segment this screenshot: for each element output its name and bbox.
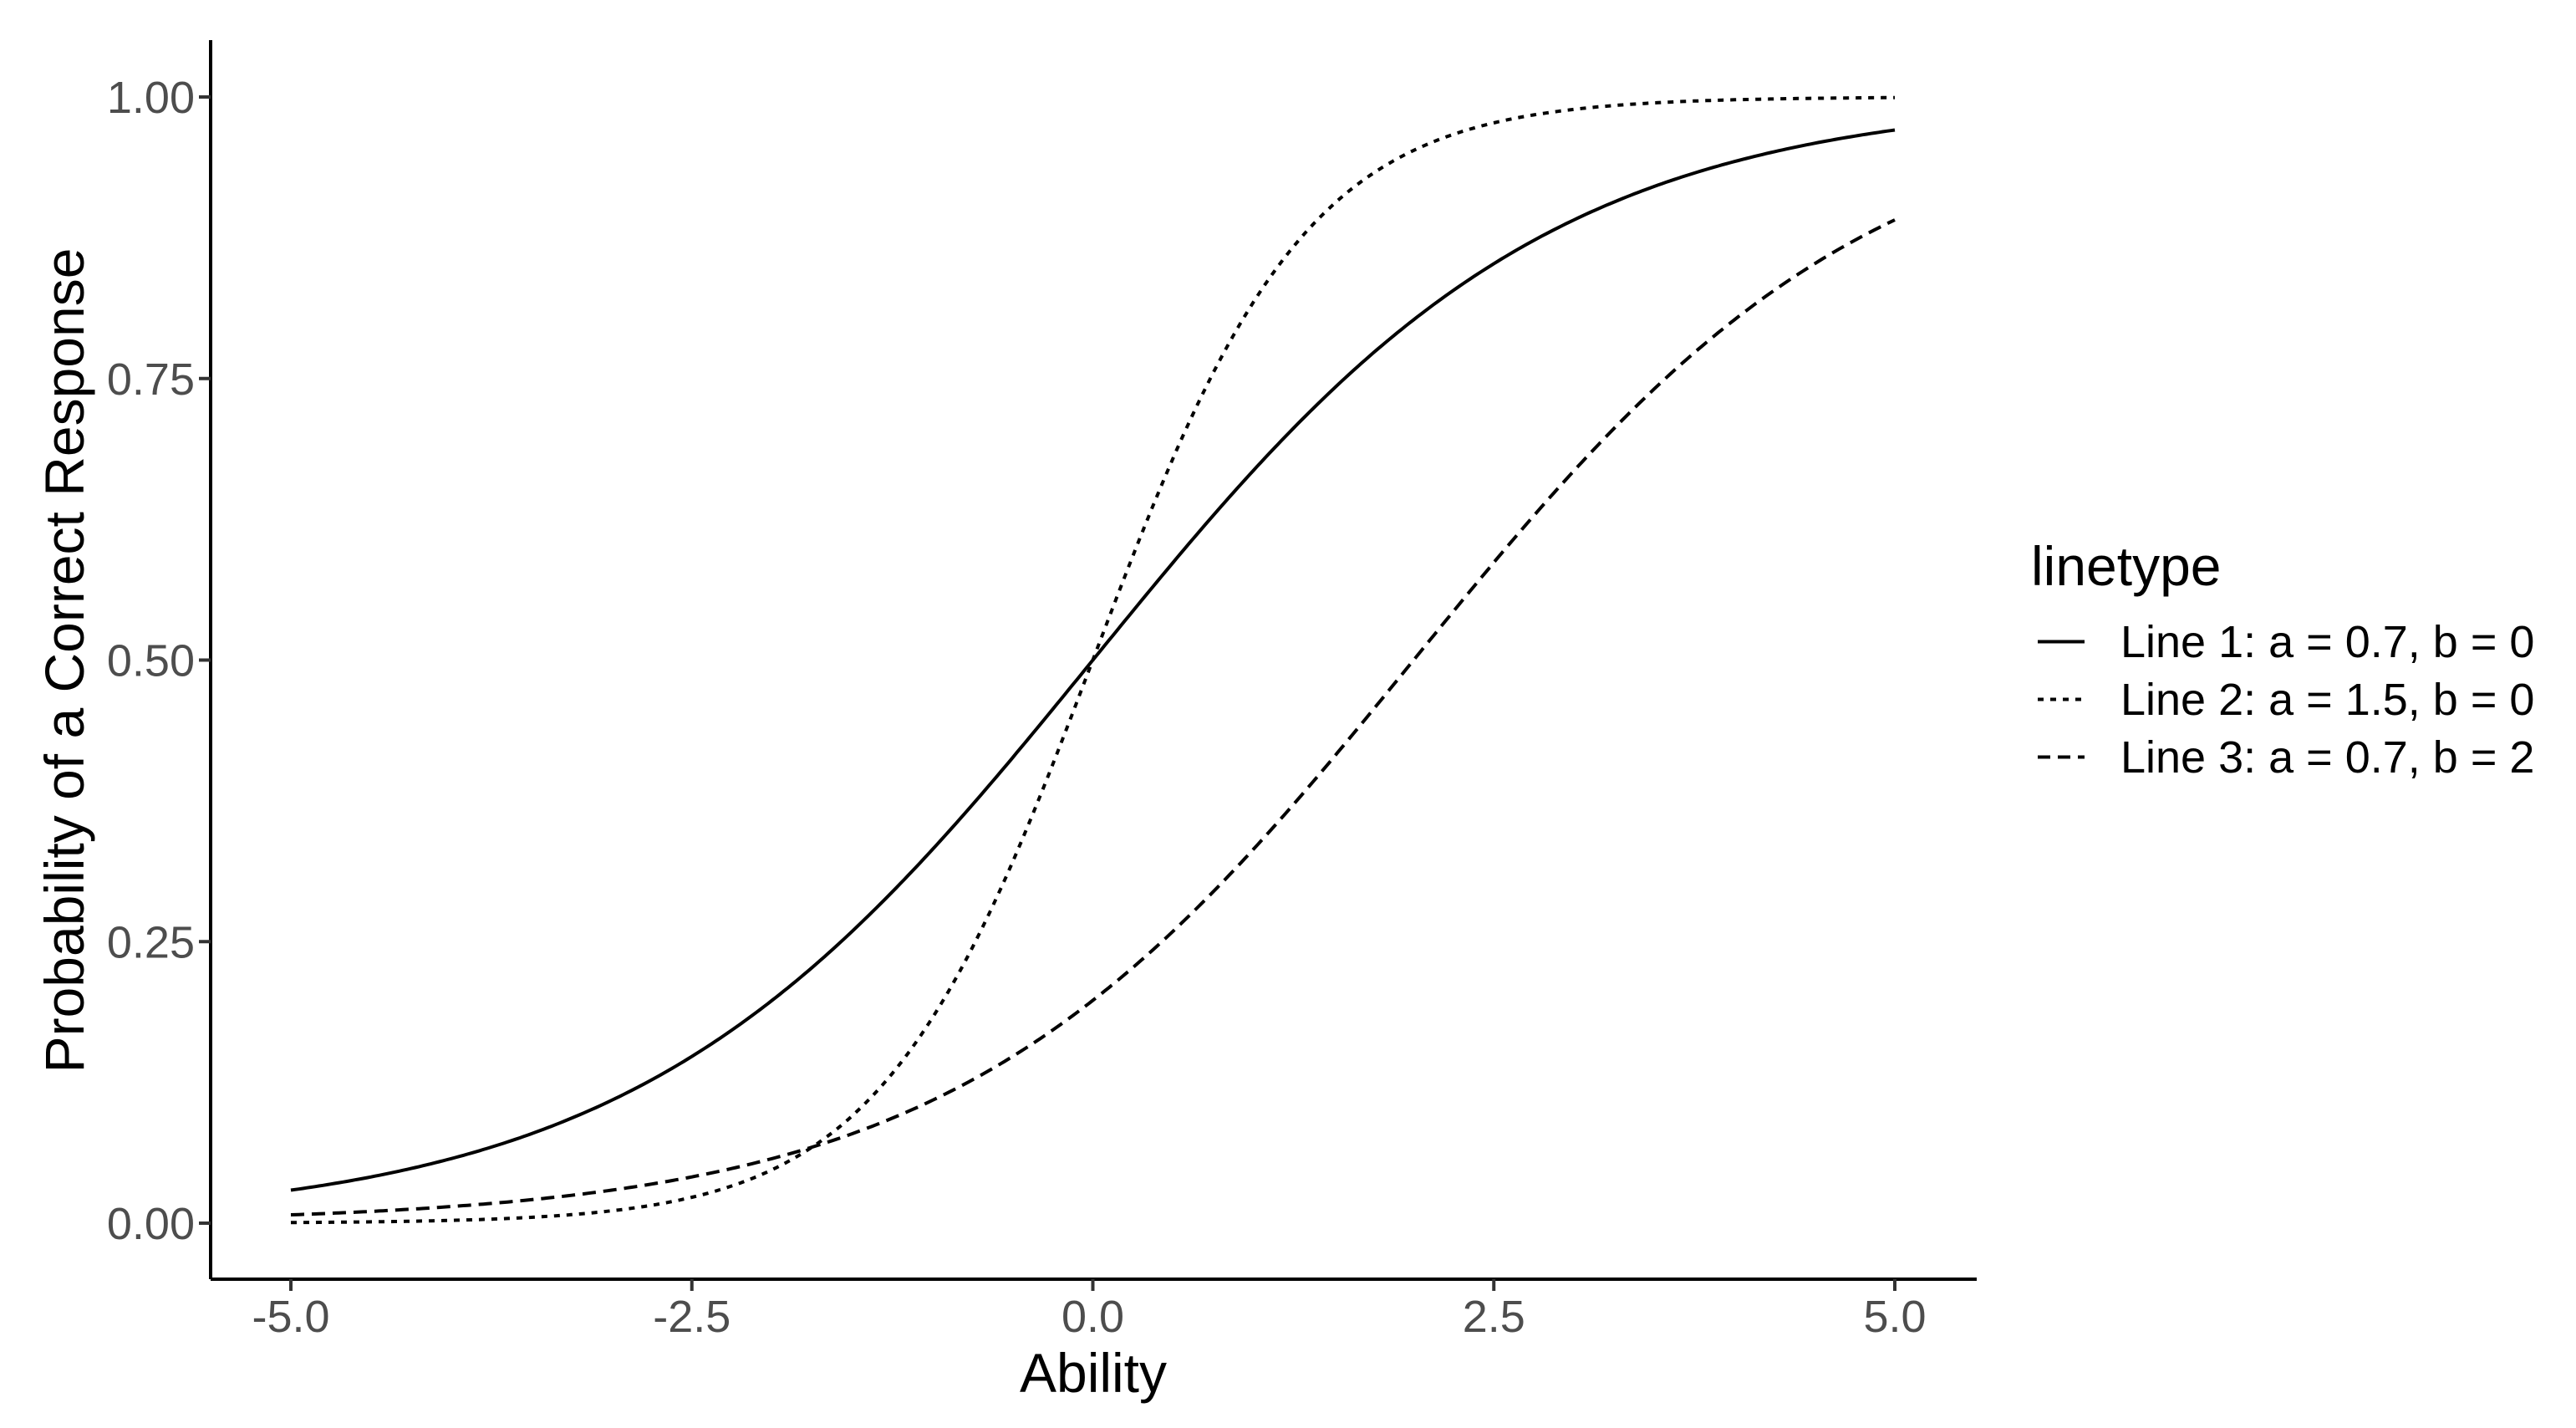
- x-tick-label: 2.5: [1463, 1292, 1525, 1342]
- curve-line-3-dashed: [290, 218, 1896, 1216]
- legend-item-line-1: Line 1: a = 0.7, b = 0: [2031, 613, 2534, 671]
- legend-label-line-2: Line 2: a = 1.5, b = 0: [2120, 674, 2535, 725]
- y-tick-label: 0.50: [107, 636, 195, 686]
- dashed-line-key-icon: [2038, 755, 2085, 759]
- curve-line-2-dotted: [290, 95, 1896, 1225]
- legend: linetype Line 1: a = 0.7, b = 0 Line 2: …: [2031, 538, 2534, 786]
- legend-label-line-1: Line 1: a = 0.7, b = 0: [2120, 616, 2535, 667]
- legend-label-line-3: Line 3: a = 0.7, b = 2: [2120, 732, 2535, 783]
- legend-title: linetype: [2031, 535, 2222, 597]
- x-tick-label: -2.5: [653, 1292, 731, 1342]
- y-tick-label: 0.00: [107, 1199, 195, 1249]
- legend-items: Line 1: a = 0.7, b = 0 Line 2: a = 1.5, …: [2031, 613, 2534, 786]
- plot-layer: -5.0 -2.5 0.0 2.5 5.0 0.00 0.25 0.50 0.75 1.00: [107, 40, 1977, 1342]
- y-tick-label: 0.75: [107, 354, 195, 405]
- dotted-line-key-icon: [2038, 697, 2085, 701]
- y-tick-label: 0.25: [107, 917, 195, 967]
- legend-item-line-2: Line 2: a = 1.5, b = 0: [2031, 671, 2534, 728]
- x-tick-label: 5.0: [1863, 1292, 1926, 1342]
- y-tick-label: 1.00: [107, 73, 195, 123]
- x-axis-title: Ability: [1020, 1342, 1167, 1404]
- y-axis-title: Probability of a Correct Response: [33, 248, 95, 1074]
- x-tick-label: 0.0: [1061, 1292, 1124, 1342]
- solid-line-key-icon: [2038, 640, 2085, 644]
- legend-item-line-3: Line 3: a = 0.7, b = 2: [2031, 728, 2534, 786]
- x-tick-label: -5.0: [252, 1292, 329, 1342]
